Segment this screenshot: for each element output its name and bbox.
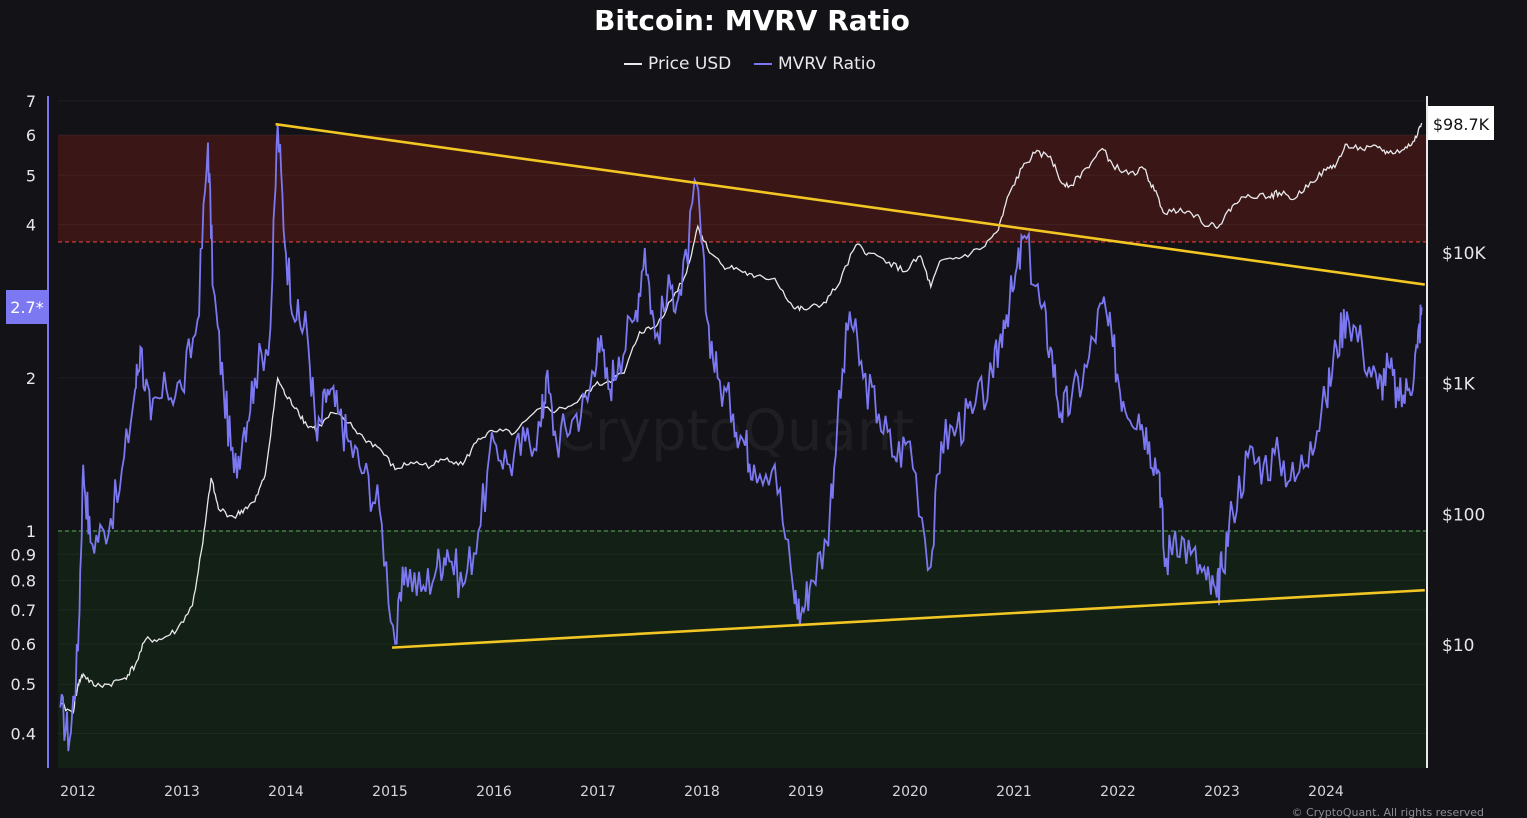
x-tick-label: 2017 [580, 784, 616, 800]
legend-mvrv-label[interactable]: MVRV Ratio [778, 54, 876, 74]
right-axis-ticks: $10K $1K $100 $10 [1442, 244, 1486, 656]
left-tick-label: 1 [26, 522, 36, 541]
right-tick-label: $10 [1442, 636, 1474, 656]
left-axis-ticks: 7 6 5 4 2 1 0.9 0.8 0.7 0.6 0.5 0.4 [11, 92, 36, 744]
x-tick-label: 2016 [476, 784, 512, 800]
chart-title: Bitcoin: MVRV Ratio [594, 4, 910, 37]
right-tick-label: $100 [1442, 505, 1485, 525]
x-tick-label: 2021 [996, 784, 1032, 800]
current-mvrv-value: 2.7* [10, 298, 43, 317]
price-usd-line [59, 122, 1423, 715]
x-tick-label: 2023 [1204, 784, 1240, 800]
left-tick-label: 0.6 [11, 635, 36, 654]
current-price-badge: $98.7K [1428, 106, 1494, 140]
left-tick-label: 6 [26, 126, 36, 145]
x-tick-label: 2014 [268, 784, 304, 800]
lower-trendline [392, 588, 1425, 649]
x-tick-label: 2012 [60, 784, 96, 800]
x-tick-label: 2015 [372, 784, 408, 800]
x-axis-ticks: 2012 2013 2014 2015 2016 2017 2018 2019 2020 2021… [60, 784, 1344, 800]
x-tick-label: 2024 [1308, 784, 1344, 800]
legend-price-label[interactable]: Price USD [648, 54, 731, 74]
left-tick-label: 4 [26, 216, 36, 235]
x-tick-label: 2022 [1100, 784, 1136, 800]
mvrv-ratio-line [59, 124, 1423, 752]
left-tick-label: 0.5 [11, 675, 36, 694]
upper-trendline [275, 122, 1425, 286]
x-tick-label: 2019 [788, 784, 824, 800]
current-mvrv-badge: 2.7* [6, 290, 48, 324]
right-tick-label: $10K [1442, 244, 1486, 264]
current-price-value: $98.7K [1433, 115, 1490, 134]
x-tick-label: 2018 [684, 784, 720, 800]
left-tick-label: 2 [26, 369, 36, 388]
x-tick-label: 2020 [892, 784, 928, 800]
gridlines [58, 100, 1426, 735]
left-tick-label: 7 [26, 92, 36, 111]
valuation-zones [58, 135, 1426, 768]
right-tick-label: $1K [1442, 375, 1476, 395]
left-tick-label: 0.8 [11, 571, 36, 590]
left-tick-label: 0.9 [11, 545, 36, 564]
legend: Price USD MVRV Ratio [624, 54, 876, 74]
x-tick-label: 2013 [164, 784, 200, 800]
left-tick-label: 0.7 [11, 601, 36, 620]
left-tick-label: 0.4 [11, 725, 36, 744]
copyright-notice: © CryptoQuant. All rights reserved [1292, 806, 1484, 818]
left-tick-label: 5 [26, 166, 36, 185]
